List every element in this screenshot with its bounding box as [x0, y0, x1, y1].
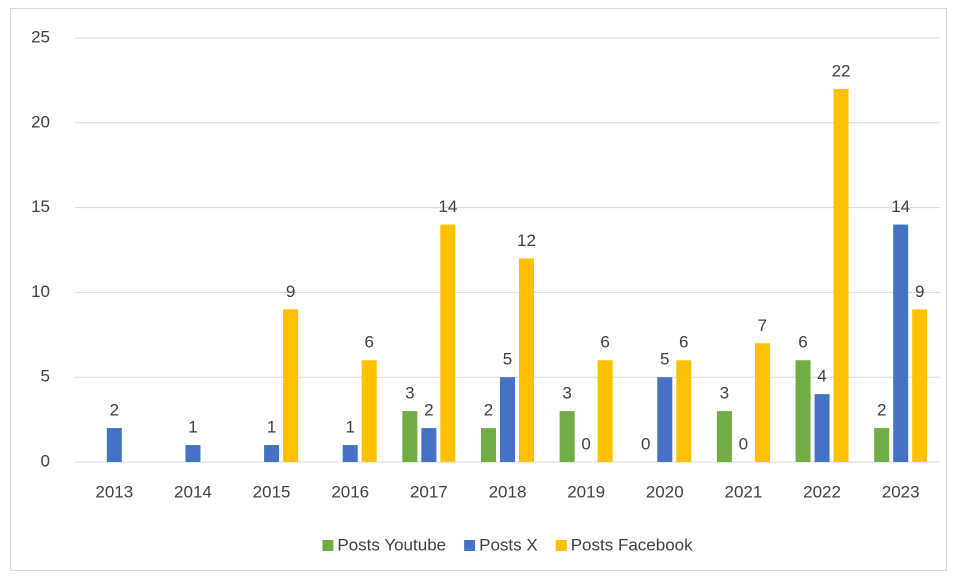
bar	[519, 258, 534, 462]
data-label: 9	[915, 282, 924, 301]
data-label: 22	[832, 61, 851, 80]
data-label: 2	[877, 401, 886, 420]
bar	[874, 428, 890, 462]
data-label: 4	[817, 367, 826, 386]
bar	[716, 411, 732, 462]
bar	[754, 343, 770, 462]
bar	[559, 411, 575, 462]
bar	[893, 224, 909, 462]
bar	[402, 411, 418, 462]
bar	[795, 360, 811, 462]
y-tick-label: 10	[31, 282, 50, 301]
data-label: 14	[438, 197, 457, 216]
legend-swatch	[464, 540, 476, 551]
x-tick-label: 2013	[95, 482, 133, 501]
legend-label: Posts X	[479, 535, 538, 554]
data-label: 0	[739, 434, 748, 453]
data-label: 1	[345, 418, 354, 437]
x-tick-label: 2021	[724, 482, 762, 501]
bar	[361, 360, 377, 462]
data-label: 6	[364, 333, 373, 352]
data-label: 12	[517, 231, 536, 250]
data-label: 3	[720, 384, 729, 403]
data-label: 0	[641, 434, 650, 453]
y-tick-label: 20	[31, 112, 50, 131]
data-label: 9	[286, 282, 295, 301]
x-tick-label: 2014	[174, 482, 212, 501]
data-label: 2	[110, 401, 119, 420]
x-tick-label: 2019	[567, 482, 605, 501]
data-label: 1	[188, 418, 197, 437]
x-tick-label: 2023	[882, 482, 920, 501]
bar	[597, 360, 613, 462]
x-tick-label: 2017	[410, 482, 448, 501]
bar	[421, 428, 437, 462]
y-tick-label: 15	[31, 197, 50, 216]
y-tick-label: 25	[31, 27, 50, 46]
bar	[912, 309, 928, 462]
data-label: 5	[660, 350, 669, 369]
bar	[264, 445, 280, 462]
x-tick-label: 2018	[489, 482, 527, 501]
bar	[342, 445, 358, 462]
legend-swatch	[555, 540, 567, 551]
bar	[676, 360, 692, 462]
x-tick-label: 2020	[646, 482, 684, 501]
bar	[500, 377, 515, 462]
legend-label: Posts Youtube	[337, 535, 446, 554]
data-label: 2	[484, 401, 493, 420]
chart-border	[10, 8, 947, 571]
x-tick-label: 2015	[253, 482, 291, 501]
data-label: 0	[581, 434, 590, 453]
data-label: 2	[424, 401, 433, 420]
data-label: 6	[798, 333, 807, 352]
y-tick-label: 0	[41, 451, 50, 470]
x-tick-label: 2022	[803, 482, 841, 501]
bar	[440, 224, 456, 462]
legend-swatch	[322, 540, 334, 551]
bar	[185, 445, 201, 462]
data-label: 6	[600, 333, 609, 352]
data-label: 1	[267, 418, 276, 437]
data-label: 7	[758, 316, 767, 335]
bar	[833, 88, 849, 462]
x-tick-label: 2016	[331, 482, 369, 501]
bar	[106, 428, 122, 462]
data-label: 3	[562, 384, 571, 403]
data-label: 3	[405, 384, 414, 403]
bar	[814, 394, 830, 462]
data-label: 14	[891, 197, 910, 216]
data-label: 5	[503, 350, 512, 369]
bar	[657, 377, 673, 462]
bar	[283, 309, 299, 462]
y-tick-label: 5	[41, 367, 50, 386]
legend-label: Posts Facebook	[571, 535, 693, 554]
bar	[481, 428, 496, 462]
data-label: 6	[679, 333, 688, 352]
